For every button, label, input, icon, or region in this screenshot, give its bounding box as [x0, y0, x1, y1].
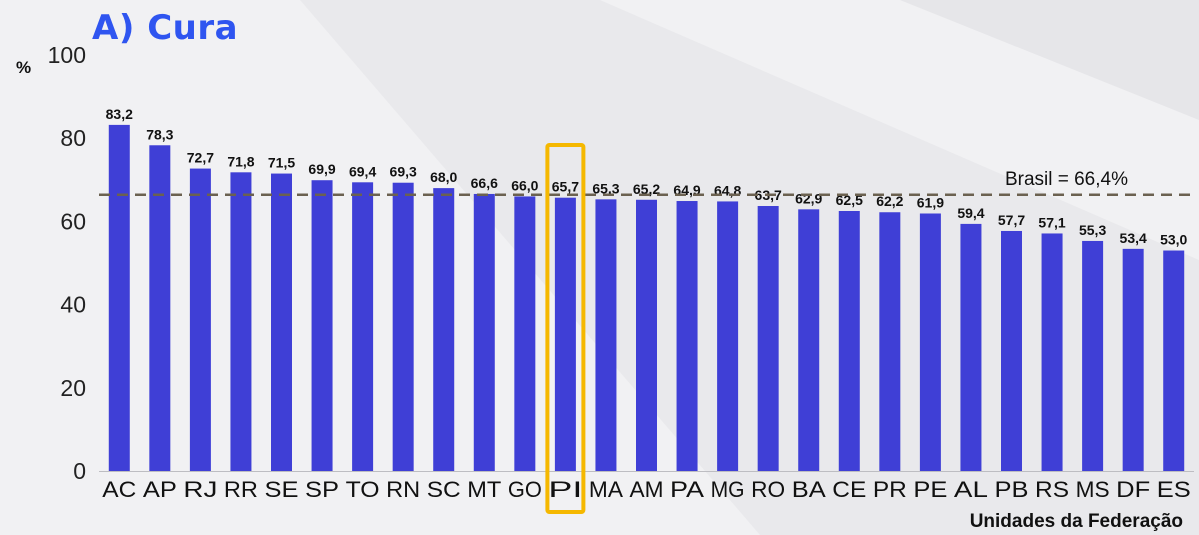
bar-to [352, 182, 374, 471]
x-tick-label: BA [792, 477, 826, 502]
data-label: 78,3 [146, 126, 173, 142]
x-tick-label: MA [589, 477, 623, 502]
data-label: 65,7 [552, 179, 579, 195]
bar-se [271, 173, 292, 471]
x-tick-label: AM [630, 477, 664, 502]
bar-df [1122, 248, 1144, 471]
x-tick-label: PI [548, 477, 582, 502]
bar-pa [676, 201, 698, 472]
x-tick-label: AL [954, 477, 988, 502]
bar-pb [1001, 230, 1022, 471]
bar-ma [595, 199, 617, 472]
bar-ap [149, 145, 171, 471]
data-label: 62,2 [876, 193, 903, 209]
data-label: 53,0 [1160, 232, 1187, 248]
x-tick-label: MG [711, 477, 745, 502]
y-tick-label: 40 [60, 292, 86, 318]
bar-sc [433, 188, 455, 471]
bar-am [636, 199, 657, 471]
data-label: 71,8 [227, 153, 254, 169]
bar-pe [919, 213, 941, 471]
x-tick-label: RS [1035, 477, 1069, 502]
data-label: 66,6 [471, 175, 498, 191]
x-tick-label: MT [467, 477, 501, 502]
data-label: 83,2 [106, 106, 133, 122]
bar-rs [1041, 233, 1063, 471]
chart-title: A) Cura [92, 8, 239, 48]
x-tick-label: RR [224, 477, 258, 502]
bar-ro [757, 206, 779, 471]
x-tick-label: PB [995, 477, 1029, 502]
data-label: 72,7 [187, 150, 214, 166]
x-tick-label: SE [265, 477, 299, 502]
x-tick-label: SP [305, 477, 339, 502]
bar-ac [108, 124, 130, 471]
data-label: 57,1 [1038, 214, 1065, 230]
bar-rr [230, 172, 252, 471]
x-axis-label: Unidades da Federação [969, 511, 1183, 532]
bar-mg [717, 201, 739, 471]
bar-go [514, 196, 536, 471]
bar-al [960, 223, 982, 471]
x-tick-label: RN [386, 477, 420, 502]
x-tick-label: CE [832, 477, 866, 502]
x-tick-label: TO [346, 477, 380, 502]
bar-rj [189, 168, 211, 471]
y-tick-label: 0 [73, 458, 86, 484]
bar-ba [798, 209, 820, 471]
data-label: 65,3 [592, 180, 619, 196]
data-label: 69,9 [308, 161, 335, 177]
y-tick-label: 20 [60, 375, 86, 401]
bar-sp [311, 180, 333, 471]
x-tick-label: PR [873, 477, 907, 502]
y-tick-label: 100 [48, 42, 86, 68]
bar-ms [1082, 240, 1104, 471]
y-axis-label: % [16, 58, 32, 77]
bar-pr [879, 212, 901, 472]
data-label: 59,4 [957, 205, 984, 221]
bar-ce [838, 211, 860, 471]
x-tick-label: ES [1157, 477, 1191, 502]
data-label: 61,9 [917, 194, 944, 210]
data-label: 69,3 [390, 164, 417, 180]
data-label: 57,7 [998, 212, 1025, 228]
y-tick-label: 60 [60, 208, 86, 234]
x-tick-label: RO [751, 477, 785, 502]
data-label: 53,4 [1120, 230, 1147, 246]
data-label: 62,9 [795, 190, 822, 206]
x-tick-label: PA [670, 477, 704, 502]
x-tick-label: GO [508, 477, 542, 502]
x-tick-label: RJ [183, 477, 217, 502]
x-tick-label: SC [427, 477, 461, 502]
x-tick-label: AP [143, 477, 177, 502]
x-tick-label: AC [102, 477, 136, 502]
data-label: 55,3 [1079, 222, 1106, 238]
reference-line-label: Brasil = 66,4% [1005, 169, 1128, 190]
y-tick-label: 80 [60, 125, 86, 151]
highlight-box [545, 143, 586, 514]
data-label: 68,0 [430, 169, 457, 185]
x-tick-label: PE [913, 477, 947, 502]
bar-es [1163, 250, 1185, 471]
data-label: 65,2 [633, 181, 660, 197]
x-tick-label: DF [1116, 477, 1150, 502]
data-label: 71,5 [268, 155, 295, 171]
data-label: 64,8 [714, 182, 741, 198]
bar-mt [473, 193, 495, 471]
bar-rn [392, 182, 414, 471]
data-label: 66,0 [511, 177, 538, 193]
bar-pi [554, 197, 576, 472]
data-label: 69,4 [349, 163, 376, 179]
x-tick-label: MS [1076, 477, 1110, 502]
